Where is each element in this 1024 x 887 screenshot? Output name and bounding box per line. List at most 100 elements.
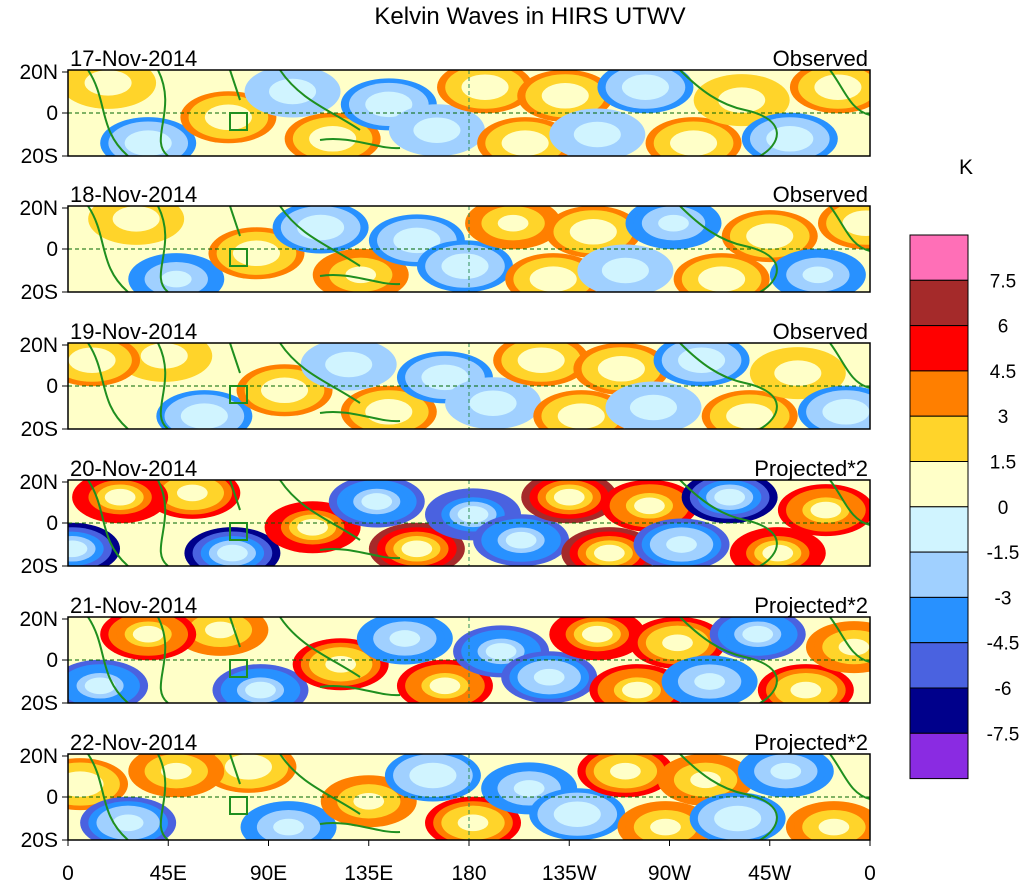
coastline — [679, 206, 778, 292]
anomaly-contour — [782, 364, 814, 382]
y-tick-label: 20S — [21, 555, 58, 578]
anomaly-contour — [822, 78, 854, 96]
anomaly-contour — [553, 488, 585, 506]
anomaly-contour — [802, 266, 834, 284]
anomaly-contour — [790, 681, 822, 699]
anomaly-contour — [610, 762, 641, 780]
coastline — [157, 343, 169, 429]
anomaly-contour — [662, 634, 693, 652]
units-label: K — [959, 156, 973, 179]
anomaly-contour — [305, 219, 336, 236]
anomaly-contour — [92, 74, 124, 92]
anomaly-contour — [241, 244, 272, 262]
colorbar-label: -3 — [995, 588, 1012, 609]
colorbar-label: -4.5 — [987, 634, 1020, 655]
anomaly-contour — [581, 625, 613, 643]
anomaly-contour — [429, 369, 461, 386]
x-tick-label: 0 — [62, 862, 74, 885]
map-panel-1: 17-Nov-2014 Observed 20N 0 20S — [19, 46, 871, 168]
panel-label: Projected*2 — [754, 593, 868, 618]
anomaly-contour — [658, 214, 689, 232]
anomaly-contour — [277, 83, 308, 100]
coastline — [829, 617, 870, 663]
panel-label: Observed — [773, 182, 868, 207]
coastline — [87, 754, 129, 840]
colorbar-swatch — [909, 234, 969, 281]
anomaly-contour — [457, 814, 489, 832]
coastline — [229, 617, 241, 648]
anomaly-contour — [549, 87, 581, 105]
anomaly-contour — [217, 544, 248, 562]
colorbar-swatch — [909, 325, 969, 372]
anomaly-contour — [666, 536, 697, 553]
anomaly-contour — [850, 214, 870, 232]
anomaly-contour — [830, 403, 862, 421]
y-tick-label: 20N — [19, 608, 58, 631]
anomaly-contour — [742, 625, 774, 643]
coastline — [829, 754, 870, 800]
coastline — [829, 343, 870, 389]
coastline — [829, 480, 870, 526]
map-panel-5: 21-Nov-2014 Projected*2 20N 0 20S — [19, 593, 871, 715]
colorbar-swatch — [909, 461, 969, 508]
anomaly-contour — [373, 96, 405, 113]
colorbar-label: 3 — [998, 407, 1009, 428]
y-tick-label: 0 — [46, 375, 58, 398]
anomaly-contour — [593, 544, 625, 562]
x-tick-label: 90W — [648, 862, 691, 885]
anomaly-contour — [509, 134, 541, 152]
colorbar-swatch — [909, 551, 969, 598]
anomaly-contour — [120, 210, 152, 228]
anomaly-contour — [638, 399, 669, 416]
colorbar-label: 6 — [998, 317, 1009, 338]
colorbar-label: -6 — [995, 679, 1012, 700]
panel-label: Observed — [773, 46, 868, 71]
anomaly-contour — [634, 497, 665, 515]
y-tick-label: 20S — [21, 692, 58, 715]
anomaly-contour — [457, 506, 489, 523]
anomaly-contour — [734, 407, 766, 425]
anomaly-contour — [104, 488, 136, 506]
coastline — [279, 70, 361, 131]
anomaly-contour — [188, 407, 220, 425]
coastline — [679, 617, 778, 703]
y-tick-label: 20N — [19, 197, 58, 220]
anomaly-contour — [361, 493, 393, 510]
anomaly-contour — [525, 351, 557, 369]
panel-label: Observed — [773, 319, 868, 344]
anomaly-contour — [722, 810, 754, 827]
anomaly-contour — [513, 780, 545, 797]
coastline — [279, 754, 361, 815]
anomaly-contour — [449, 257, 481, 275]
anomaly-contour — [577, 223, 609, 241]
x-tick-label: 0 — [864, 862, 876, 885]
anomaly-contour — [148, 347, 180, 365]
y-tick-label: 20N — [19, 334, 58, 357]
anomaly-contour — [537, 270, 569, 288]
coastline — [319, 274, 401, 286]
anomaly-contour — [76, 351, 108, 369]
y-tick-label: 20N — [19, 61, 58, 84]
region-box — [229, 796, 248, 815]
anomaly-contour — [421, 121, 453, 139]
x-tick-label: 45E — [150, 862, 187, 885]
anomaly-contour — [762, 544, 794, 562]
colorbar-swatch — [909, 415, 969, 463]
coastline — [229, 70, 241, 101]
coastline — [679, 70, 778, 156]
chart-title: Kelvin Waves in HIRS UTWV — [374, 3, 685, 30]
x-tick-label: 45W — [748, 862, 791, 885]
coastline — [279, 480, 361, 541]
anomaly-contour — [401, 232, 433, 249]
anomaly-contour — [774, 130, 806, 148]
coastline — [279, 343, 361, 404]
anomaly-contour — [485, 643, 517, 660]
y-tick-label: 20N — [19, 745, 58, 768]
x-tick-label: 180 — [451, 862, 486, 885]
anomaly-contour — [160, 762, 192, 780]
anomaly-contour — [297, 518, 328, 536]
anomaly-contour — [650, 818, 681, 836]
anomaly-contour — [269, 381, 300, 399]
coastline — [157, 206, 169, 292]
